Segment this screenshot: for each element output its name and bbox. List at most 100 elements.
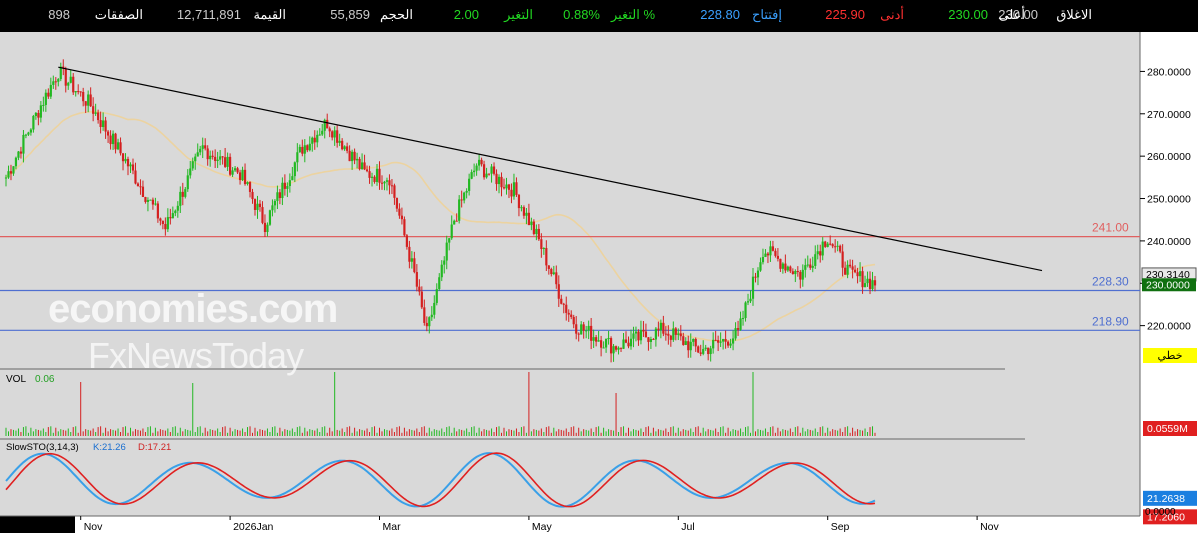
- candle-body: [555, 272, 558, 285]
- candle-body: [388, 180, 391, 186]
- x-axis-corner: [0, 516, 75, 533]
- candle-body: [789, 266, 792, 272]
- candle-body: [522, 207, 526, 216]
- candle-body: [465, 190, 468, 193]
- candle-body: [739, 318, 742, 330]
- candle-body: [697, 346, 700, 353]
- candle-body: [94, 112, 97, 114]
- volume-badge-label: 0.0559M: [1147, 423, 1188, 435]
- candle-body: [619, 347, 623, 349]
- candle-body: [652, 339, 655, 341]
- high-label: أعلى: [998, 7, 1025, 22]
- candle-body: [116, 142, 120, 150]
- candle-body: [445, 242, 448, 261]
- candle-body: [179, 191, 182, 206]
- candle-body: [428, 317, 431, 327]
- candle-body: [811, 265, 814, 268]
- candle-body: [286, 186, 289, 189]
- candle-body: [189, 168, 192, 176]
- candle-body: [624, 339, 628, 343]
- candle-body: [580, 324, 583, 335]
- candle-body: [136, 183, 140, 187]
- candle-body: [632, 333, 635, 339]
- candle-body: [328, 128, 331, 132]
- candle-body: [487, 173, 491, 175]
- candle-body: [423, 307, 426, 323]
- candle-body: [617, 347, 620, 350]
- candle-body: [360, 162, 364, 170]
- stoch-label: SlowSTO(3,14,3): [6, 442, 79, 453]
- value-value: 12,711,891: [176, 7, 241, 22]
- candle-body: [124, 158, 127, 162]
- candle-body: [164, 224, 167, 230]
- volume-value: 0.06: [35, 374, 55, 385]
- candle-body: [393, 185, 396, 198]
- candle-body: [858, 271, 862, 277]
- candle-body: [761, 256, 765, 263]
- candle-body: [9, 171, 13, 174]
- candle-body: [298, 146, 301, 153]
- candle-body: [87, 94, 90, 106]
- candle-body: [520, 207, 523, 209]
- candle-body: [719, 341, 722, 343]
- candle-body: [104, 120, 107, 132]
- candle-body: [291, 176, 294, 181]
- candle-body: [677, 333, 680, 335]
- candle-body: [99, 120, 102, 128]
- candle-body: [395, 197, 399, 209]
- candle-body: [841, 251, 844, 268]
- change-value: 2.00: [453, 7, 479, 22]
- candle-body: [348, 150, 351, 162]
- candle-body: [97, 112, 100, 121]
- candle-body: [159, 218, 162, 221]
- candle-body: [727, 341, 730, 346]
- candle-body: [321, 130, 324, 135]
- candle-body: [54, 81, 57, 83]
- candle-body: [288, 180, 291, 187]
- candle-body: [839, 245, 842, 252]
- candle-body: [784, 263, 787, 271]
- candle-body: [550, 268, 553, 275]
- candle-body: [199, 148, 202, 153]
- candle-body: [692, 338, 695, 342]
- change-pct-label: التغير %: [610, 7, 655, 22]
- candle-body: [82, 91, 85, 102]
- candle-body: [500, 176, 503, 188]
- candle-body: [154, 203, 157, 205]
- candle-body: [463, 192, 466, 201]
- candle-body: [575, 324, 578, 334]
- candle-body: [649, 339, 653, 342]
- candle-body: [258, 203, 262, 208]
- candle-body: [781, 263, 784, 269]
- candle-body: [72, 76, 75, 93]
- candle-body: [109, 135, 112, 145]
- value-label: القيمة: [253, 7, 286, 22]
- candle-body: [814, 254, 817, 266]
- candle-body: [704, 347, 707, 349]
- candle-body: [331, 131, 334, 138]
- candle-body: [119, 142, 122, 154]
- stoch-k-label: K:21.26: [93, 442, 126, 453]
- candle-body: [211, 155, 214, 157]
- candle-body: [450, 224, 453, 239]
- candle-body: [111, 133, 115, 145]
- candle-body: [303, 145, 306, 154]
- chart-area[interactable]: 280.0000 270.0000 260.0000 250.0000 240.0000…: [0, 32, 1198, 533]
- price-chart[interactable]: 280.0000 270.0000 260.0000 250.0000 240.0000…: [0, 32, 1198, 533]
- candle-body: [799, 271, 802, 280]
- candle-body: [283, 182, 286, 189]
- candle-body: [639, 329, 643, 341]
- candle-body: [79, 91, 82, 93]
- candle-body: [363, 162, 366, 170]
- candle-body: [749, 298, 752, 302]
- x-axis-background: [0, 516, 1198, 533]
- candle-body: [507, 184, 511, 190]
- candle-body: [512, 182, 516, 197]
- candle-body: [171, 213, 174, 219]
- candle-body: [595, 337, 598, 342]
- candle-body: [39, 105, 42, 118]
- candle-body: [184, 189, 187, 197]
- candle-body: [373, 176, 376, 182]
- candle-body: [806, 264, 809, 266]
- candle-body: [169, 217, 172, 219]
